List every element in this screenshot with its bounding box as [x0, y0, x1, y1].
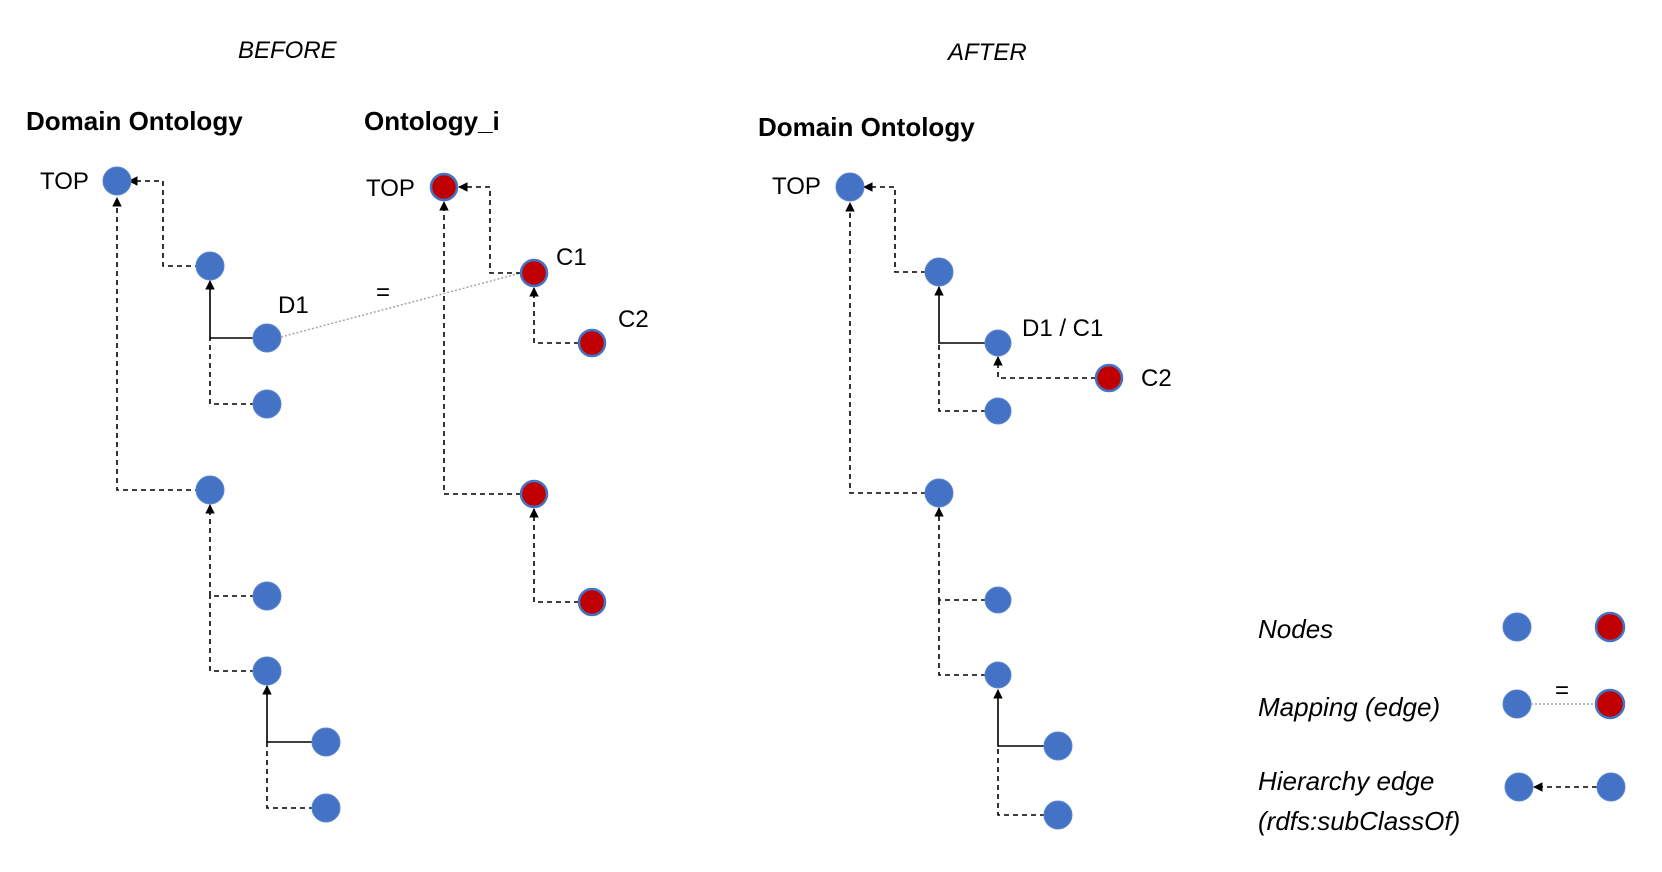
before-ontology-nodes — [429, 172, 607, 617]
before-domain-top-label: TOP — [40, 168, 89, 195]
before-header: BEFORE — [238, 37, 338, 64]
legend: Nodes Mapping (edge) = Hierarchy edge (r… — [1258, 611, 1626, 836]
before-ontology-edges — [439, 182, 579, 603]
after-node — [984, 661, 1012, 689]
before-domain-node — [311, 793, 341, 823]
legend-hierarchy-parent-node — [1596, 772, 1626, 802]
before-ontology-top-node — [429, 172, 459, 202]
before-domain-node — [195, 475, 225, 505]
after-node — [1043, 731, 1073, 761]
before-ontology-node — [519, 479, 549, 509]
before-domain-nodes — [102, 166, 341, 823]
legend-ontology-node — [1594, 611, 1626, 643]
legend-mapping-blue-node — [1502, 689, 1532, 719]
before-mapping-symbol: = — [376, 279, 390, 306]
before-domain-node — [252, 656, 282, 686]
after-top-node — [835, 172, 865, 202]
before-ontology-node — [577, 587, 607, 617]
after-node — [924, 257, 954, 287]
legend-nodes-label: Nodes — [1258, 614, 1333, 644]
after-merged-d1-c1-node — [984, 329, 1012, 357]
before-domain-top-node — [102, 166, 132, 196]
before-domain-node — [252, 389, 282, 419]
before-ontology-top-label: TOP — [366, 175, 415, 202]
legend-domain-node — [1502, 612, 1532, 642]
after-node — [1043, 800, 1073, 830]
legend-mapping-label: Mapping (edge) — [1258, 692, 1440, 722]
after-domain-title: Domain Ontology — [758, 112, 975, 142]
before-c2-label: C2 — [618, 306, 649, 333]
after-node — [924, 478, 954, 508]
before-c1-label: C1 — [556, 244, 587, 271]
before-domain-d1-node — [252, 323, 282, 353]
before-domain-node — [311, 727, 341, 757]
after-node — [984, 586, 1012, 614]
before-ontology-c2-node — [577, 328, 607, 358]
before-domain-node — [195, 251, 225, 281]
after-c2-label: C2 — [1141, 365, 1172, 392]
after-nodes — [835, 172, 1124, 830]
after-node — [984, 397, 1012, 425]
before-domain-node — [252, 581, 282, 611]
after-edges — [845, 182, 1096, 816]
legend-mapping-red-node — [1594, 688, 1626, 720]
before-ontology-c1-node — [519, 258, 549, 288]
legend-hierarchy-label: Hierarchy edge — [1258, 766, 1434, 796]
before-ontology-title: Ontology_i — [364, 106, 500, 136]
legend-mapping-symbol: = — [1555, 677, 1569, 704]
after-merged-label: D1 / C1 — [1022, 315, 1103, 342]
legend-hierarchy-sublabel: (rdfs:subClassOf) — [1258, 806, 1460, 836]
before-mapping-edge — [280, 272, 522, 338]
before-domain-title: Domain Ontology — [26, 106, 243, 136]
after-c2-node — [1094, 363, 1124, 393]
before-domain-edges — [112, 176, 314, 809]
after-header: AFTER — [946, 39, 1027, 66]
legend-hierarchy-child-node — [1504, 772, 1534, 802]
before-d1-label: D1 — [278, 292, 309, 319]
after-top-label: TOP — [772, 173, 821, 200]
